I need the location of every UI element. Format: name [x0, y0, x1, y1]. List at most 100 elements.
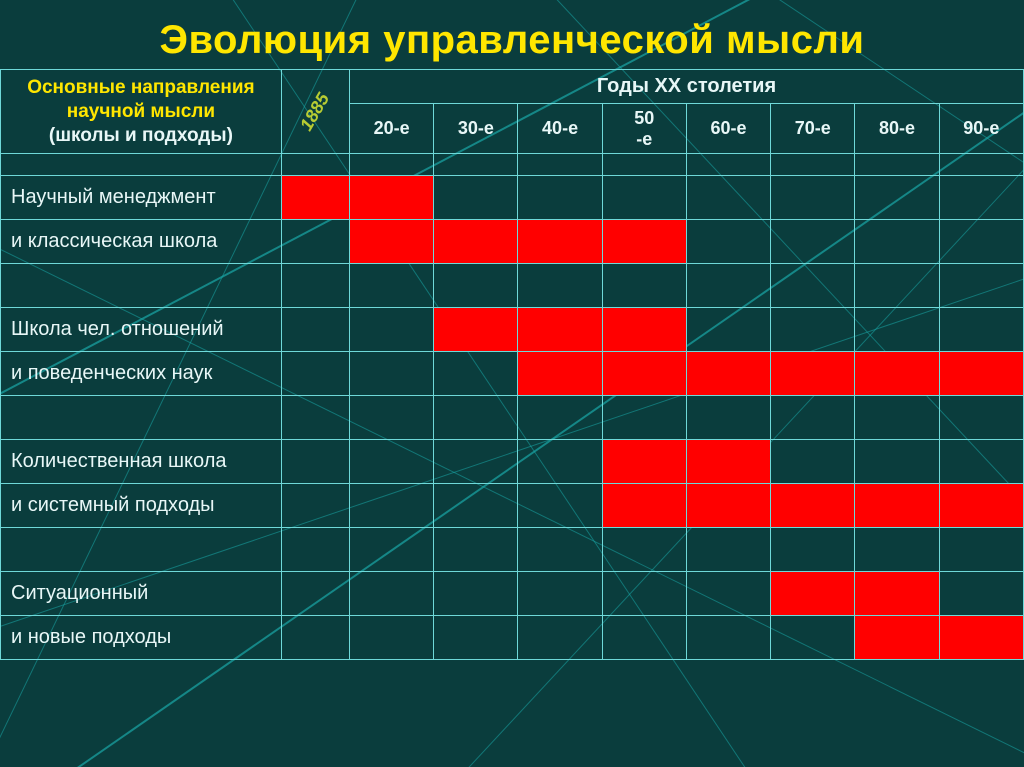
cell	[602, 572, 686, 616]
cell	[349, 616, 433, 660]
header-left-line2: научной мысли	[9, 100, 273, 124]
cell	[349, 220, 433, 264]
header-decade-5: 70-е	[771, 104, 855, 154]
cell	[518, 220, 602, 264]
cell	[349, 308, 433, 352]
cell	[602, 616, 686, 660]
cell	[855, 220, 939, 264]
header-decade-0: 20-е	[349, 104, 433, 154]
cell	[939, 352, 1023, 396]
slide: Эволюция управленческой мысли Основные н…	[0, 0, 1024, 767]
cell	[686, 308, 770, 352]
header-decade-4: 60-е	[686, 104, 770, 154]
header-years-caption: Годы XX столетия	[349, 70, 1023, 104]
gantt-chart: Основные направления научной мысли (школ…	[0, 69, 1024, 660]
gap-row	[1, 396, 1024, 440]
gap-row	[1, 264, 1024, 308]
cell	[855, 616, 939, 660]
cell	[602, 220, 686, 264]
cell	[281, 352, 349, 396]
cell	[281, 308, 349, 352]
row-label: Школа чел. отношений	[1, 308, 282, 352]
cell	[434, 352, 518, 396]
cell	[855, 352, 939, 396]
row-label: и классическая школа	[1, 220, 282, 264]
table-row: Количественная школа	[1, 440, 1024, 484]
cell	[686, 352, 770, 396]
cell	[855, 572, 939, 616]
cell	[434, 308, 518, 352]
cell	[281, 616, 349, 660]
cell	[855, 308, 939, 352]
row-label: и системный подходы	[1, 484, 282, 528]
cell	[602, 440, 686, 484]
table-row: Научный менеджмент	[1, 176, 1024, 220]
cell	[771, 352, 855, 396]
cell	[349, 352, 433, 396]
cell	[939, 176, 1023, 220]
cell	[281, 572, 349, 616]
header-decade-6: 80-е	[855, 104, 939, 154]
header-left-line1: Основные направления	[9, 76, 273, 100]
table-row: Школа чел. отношений	[1, 308, 1024, 352]
gantt-table: Основные направления научной мысли (школ…	[0, 69, 1024, 660]
cell	[602, 484, 686, 528]
cell	[855, 440, 939, 484]
row-label: Научный менеджмент	[1, 176, 282, 220]
cell	[771, 220, 855, 264]
cell	[434, 484, 518, 528]
cell	[602, 308, 686, 352]
cell	[686, 440, 770, 484]
cell	[349, 572, 433, 616]
year-1885-label: 1885	[296, 89, 334, 134]
cell	[281, 484, 349, 528]
cell	[518, 616, 602, 660]
cell	[771, 440, 855, 484]
cell	[518, 352, 602, 396]
cell	[771, 308, 855, 352]
header-decade-1: 30-е	[434, 104, 518, 154]
cell	[281, 176, 349, 220]
table-row: и системный подходы	[1, 484, 1024, 528]
cell	[686, 220, 770, 264]
cell	[434, 572, 518, 616]
cell	[434, 176, 518, 220]
cell	[855, 484, 939, 528]
row-label: и поведенческих наук	[1, 352, 282, 396]
header-decade-7: 90-е	[939, 104, 1023, 154]
cell	[686, 616, 770, 660]
cell	[281, 220, 349, 264]
cell	[939, 616, 1023, 660]
cell	[686, 176, 770, 220]
header-decade-2: 40-е	[518, 104, 602, 154]
cell	[686, 572, 770, 616]
row-label: Ситуационный	[1, 572, 282, 616]
table-head: Основные направления научной мысли (школ…	[1, 70, 1024, 154]
table-row: и классическая школа	[1, 220, 1024, 264]
cell	[518, 440, 602, 484]
table-row: и новые подходы	[1, 616, 1024, 660]
row-label: Количественная школа	[1, 440, 282, 484]
cell	[939, 440, 1023, 484]
cell	[686, 484, 770, 528]
cell	[771, 572, 855, 616]
table-body: Научный менеджменти классическая школа Шк…	[1, 154, 1024, 660]
cell	[349, 176, 433, 220]
cell	[855, 176, 939, 220]
cell	[281, 440, 349, 484]
gap-row	[1, 528, 1024, 572]
header-left: Основные направления научной мысли (школ…	[1, 70, 282, 154]
cell	[349, 484, 433, 528]
header-decade-3: 50-е	[602, 104, 686, 154]
cell	[771, 484, 855, 528]
header-left-line3: (школы и подходы)	[9, 124, 273, 148]
cell	[349, 440, 433, 484]
cell	[434, 440, 518, 484]
cell	[602, 352, 686, 396]
cell	[434, 616, 518, 660]
table-row: Ситуационный	[1, 572, 1024, 616]
row-label: и новые подходы	[1, 616, 282, 660]
cell	[771, 616, 855, 660]
cell	[771, 176, 855, 220]
cell	[939, 308, 1023, 352]
